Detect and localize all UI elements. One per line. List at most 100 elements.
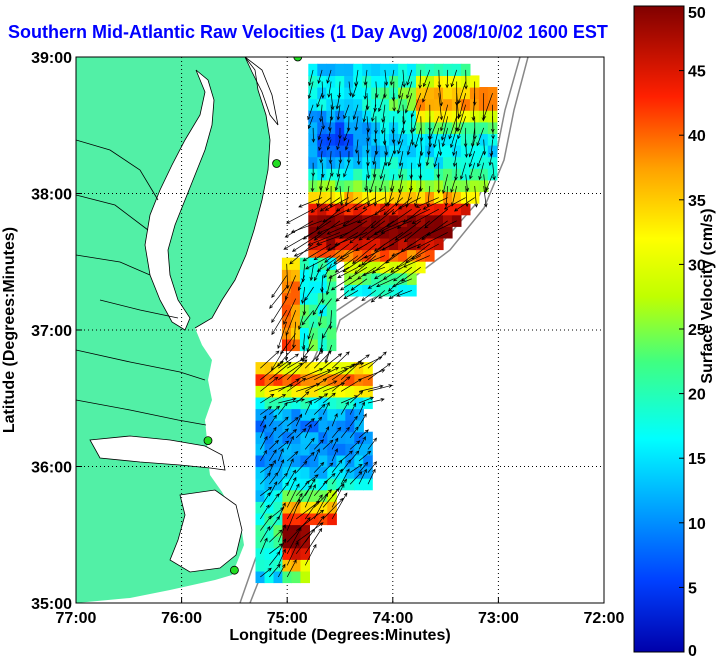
velocity-arrow (370, 208, 395, 229)
velocity-arrow (442, 174, 449, 195)
velocity-arrow (406, 81, 413, 99)
velocity-arrow (286, 469, 297, 485)
velocity-arrow (429, 116, 440, 141)
velocity-cell (451, 179, 462, 192)
velocity-arrow (373, 220, 404, 235)
velocity-arrow (304, 451, 315, 462)
velocity-arrow (472, 81, 477, 106)
velocity-arrow (341, 361, 365, 369)
velocity-arrow (396, 93, 404, 115)
velocity-arrow (302, 298, 307, 316)
velocity-arrow (287, 398, 306, 404)
velocity-arrow (278, 472, 288, 485)
velocity-arrow (304, 494, 323, 520)
axis-ticks: 77:00 76:00 75:00 74:00 73:00 72:00 35:00 36:00… (31, 50, 624, 627)
velocity-cell (363, 454, 373, 468)
velocity-cell (308, 179, 318, 192)
velocity-arrow (387, 150, 395, 167)
velocity-cell (443, 110, 453, 123)
velocity-arrow (402, 255, 430, 268)
velocity-cell (291, 489, 301, 502)
velocity-arrow (358, 396, 375, 404)
velocity-cell (327, 408, 337, 421)
velocity-arrow (344, 139, 350, 151)
velocity-arrow (269, 394, 287, 404)
chesapeake-bay (144, 69, 215, 331)
velocity-arrow (260, 472, 271, 485)
velocity-cell (380, 261, 390, 274)
velocity-cell (425, 168, 435, 181)
velocity-cell (318, 454, 328, 468)
velocity-arrow (348, 81, 353, 97)
velocity-arrow (422, 197, 448, 210)
velocity-arrow (334, 232, 368, 246)
velocity-arrow (412, 104, 422, 132)
velocity-arrow (366, 220, 395, 241)
velocity-cell (443, 145, 453, 158)
velocity-cell (398, 121, 408, 134)
velocity-arrow (349, 463, 363, 473)
velocity-cell (317, 249, 327, 262)
velocity-arrow (366, 162, 371, 180)
velocity-arrow (387, 185, 395, 207)
velocity-arrow (340, 450, 354, 462)
velocity-arrow (307, 81, 314, 100)
x-tick-label: 72:00 (584, 610, 625, 627)
velocity-arrow (338, 127, 342, 140)
velocity-arrow (310, 174, 315, 193)
velocity-arrow (302, 243, 332, 262)
velocity-arrow (269, 506, 285, 520)
velocity-arrow (325, 275, 332, 296)
x-tick-label: 74:00 (372, 610, 413, 627)
velocity-arrow (410, 243, 439, 260)
velocity-arrow (318, 139, 323, 152)
delaware-bay (244, 57, 279, 126)
velocity-cell (327, 362, 337, 375)
velocity-arrow (313, 243, 341, 261)
velocity-cell (398, 284, 408, 297)
velocity-arrow (382, 127, 387, 146)
velocity-arrow (335, 290, 350, 302)
velocity-cell (335, 179, 345, 192)
velocity-arrow (280, 333, 296, 355)
velocity-cell (380, 191, 390, 204)
velocity-arrow (365, 93, 370, 111)
velocity-cell (407, 168, 417, 181)
velocity-arrow (433, 127, 440, 149)
velocity-arrow (394, 220, 422, 241)
colorbar (633, 5, 685, 653)
velocity-arrow (381, 232, 412, 251)
velocity-arrow (318, 310, 323, 327)
velocity-arrow (260, 376, 279, 392)
velocity-arrow (364, 174, 368, 192)
velocity-arrow (313, 220, 341, 241)
velocity-cell (416, 214, 426, 227)
velocity-arrow (355, 232, 386, 252)
velocity-arrow (259, 424, 267, 438)
velocity-arrow (397, 139, 404, 155)
velocity-arrow (363, 69, 368, 86)
velocity-arrow (392, 278, 412, 288)
velocity-arrow (326, 139, 332, 151)
velocity-cell (443, 87, 453, 100)
velocity-arrow (325, 174, 332, 192)
velocity-arrow (449, 127, 458, 149)
velocity-cell (407, 261, 417, 274)
velocity-arrow (358, 429, 369, 439)
velocity-cell (308, 292, 319, 305)
velocity-arrow (322, 392, 336, 404)
velocity-arrow (372, 151, 377, 166)
velocity-arrow (313, 439, 324, 450)
velocity-arrow (305, 369, 332, 381)
velocity-arrow (286, 458, 294, 473)
velocity-arrow (367, 351, 387, 369)
velocity-cell (264, 362, 275, 375)
velocity-arrow (331, 448, 338, 462)
velocity-arrow (283, 232, 314, 250)
velocity-arrow (313, 416, 323, 427)
velocity-cell (336, 385, 346, 398)
velocity-arrow (306, 333, 314, 353)
velocity-arrow (269, 493, 280, 508)
velocity-cell (336, 362, 346, 375)
velocity-arrow (308, 69, 314, 87)
